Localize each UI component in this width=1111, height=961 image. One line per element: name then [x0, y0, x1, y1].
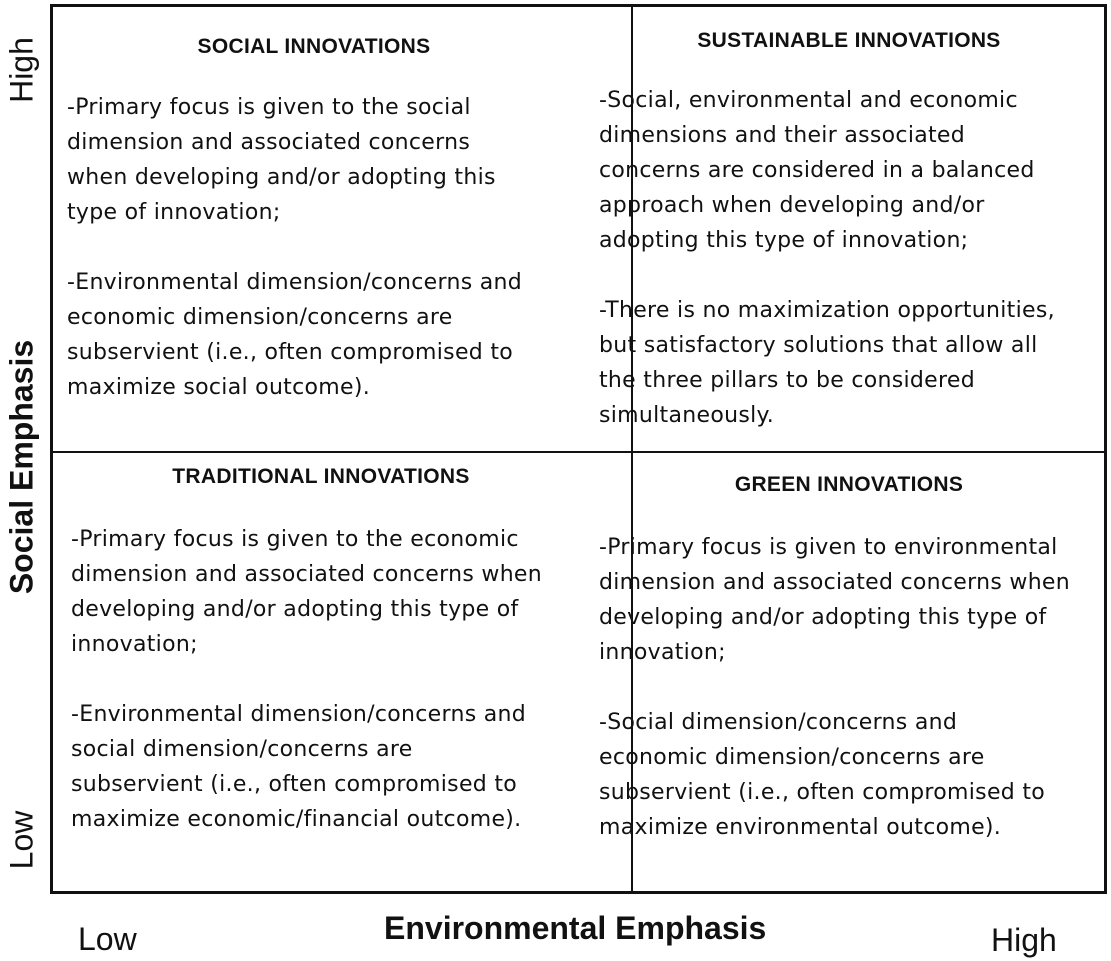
quadrant-green-innovations: GREEN INNOVATIONS -Primary focus is give… [599, 473, 1109, 845]
quadrant-description: -There is no maximization opportunities,… [599, 298, 1055, 428]
quadrant-description: -Social, environmental and economic dime… [599, 88, 1035, 253]
quadrant-title: SUSTAINABLE INNOVATIONS [697, 29, 1001, 52]
quadrant-traditional-innovations: TRADITIONAL INNOVATIONS -Primary focus i… [71, 465, 627, 837]
quadrant-description: -Environmental dimension/concerns and ec… [67, 270, 523, 400]
quadrant-description: -Primary focus is given to the economic … [71, 527, 543, 657]
y-axis-title: Social Emphasis [3, 339, 40, 595]
quadrant-social-innovations: SOCIAL INNOVATIONS -Primary focus is giv… [67, 35, 627, 405]
vertical-divider [631, 7, 633, 891]
y-axis-low-label: Low [3, 810, 40, 870]
quadrant-description: -Environmental dimension/concerns and so… [71, 702, 527, 832]
quadrant-description: -Social dimension/concerns and economic … [599, 710, 1046, 840]
quadrant-title: SOCIAL INNOVATIONS [197, 35, 431, 58]
quadrant-title: TRADITIONAL INNOVATIONS [172, 465, 470, 488]
innovation-matrix: SOCIAL INNOVATIONS -Primary focus is giv… [50, 4, 1107, 894]
quadrant-sustainable-innovations: SUSTAINABLE INNOVATIONS -Social, environ… [599, 29, 1109, 433]
y-axis-high-label: High [3, 37, 40, 103]
x-axis-title: Environmental Emphasis [384, 910, 767, 946]
quadrant-title: GREEN INNOVATIONS [734, 473, 964, 496]
x-axis-low-label: Low [78, 921, 137, 957]
x-axis-high-label: High [991, 922, 1057, 958]
quadrant-description: -Primary focus is given to environmental… [599, 535, 1071, 665]
quadrant-description: -Primary focus is given to the social di… [67, 95, 496, 225]
horizontal-divider [53, 451, 1104, 453]
